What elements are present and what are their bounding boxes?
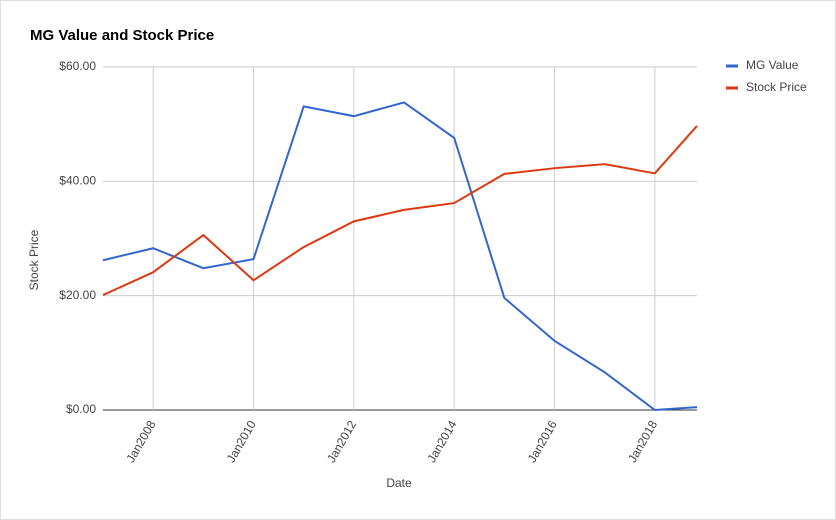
series-line — [102, 101, 698, 412]
y-tick-label: $20.00 — [59, 288, 96, 302]
y-tick-label: $40.00 — [59, 174, 96, 188]
y-tick-label: $60.00 — [59, 59, 96, 73]
series-line — [102, 125, 698, 297]
x-axis-label: Date — [386, 476, 412, 490]
y-axis-label: Stock Price — [27, 229, 41, 290]
legend-label: MG Value — [746, 58, 799, 72]
y-tick-label: $0.00 — [66, 402, 96, 416]
chart-title: MG Value and Stock Price — [30, 27, 214, 44]
legend-label: Stock Price — [746, 80, 807, 94]
